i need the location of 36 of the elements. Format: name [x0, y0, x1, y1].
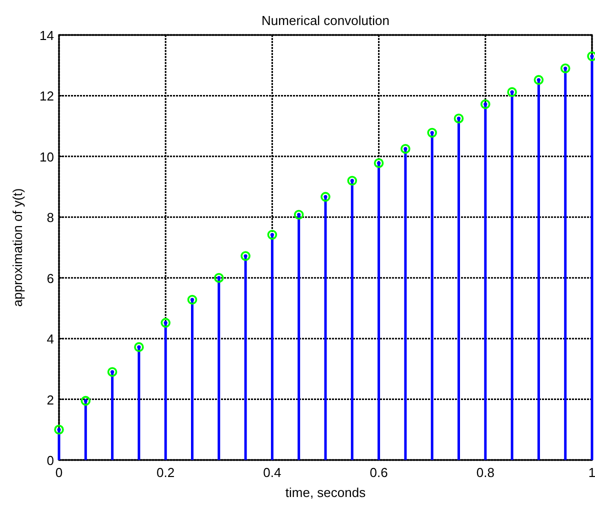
y-tick-label: 4 [46, 332, 54, 347]
point [507, 87, 517, 97]
x-tick-label: 0.4 [263, 465, 282, 480]
y-tick-label: 12 [40, 88, 54, 104]
point [480, 99, 490, 110]
point [560, 63, 570, 74]
x-axis-title: time, seconds [285, 485, 366, 500]
y-axis-title: approximation of y(t) [10, 188, 25, 307]
point [54, 424, 64, 435]
point [214, 272, 224, 283]
y-tick-label: 8 [46, 210, 54, 226]
point [187, 294, 198, 305]
point [400, 144, 410, 154]
x-tick-label: 0.2 [156, 465, 175, 480]
point [267, 230, 278, 240]
point [107, 367, 118, 377]
x-tick-label: 0.8 [476, 465, 494, 480]
point [80, 396, 91, 406]
point [454, 114, 464, 124]
point [374, 158, 384, 168]
point [240, 251, 250, 261]
point [347, 176, 358, 186]
y-tick-label: 0 [46, 453, 54, 468]
y-tick-label: 14 [40, 28, 54, 43]
y-tick-label: 6 [46, 270, 54, 286]
point [134, 342, 144, 352]
point [160, 318, 170, 328]
x-tick-label: 1 [588, 465, 595, 480]
point [320, 192, 330, 202]
point [427, 128, 437, 138]
x-tick-label: 0.6 [370, 465, 388, 480]
chart-title: Numerical convolution [262, 13, 390, 28]
y-tick-label: 10 [40, 149, 54, 164]
y-tick-label: 2 [46, 392, 54, 408]
point [534, 75, 544, 85]
point [294, 210, 304, 220]
